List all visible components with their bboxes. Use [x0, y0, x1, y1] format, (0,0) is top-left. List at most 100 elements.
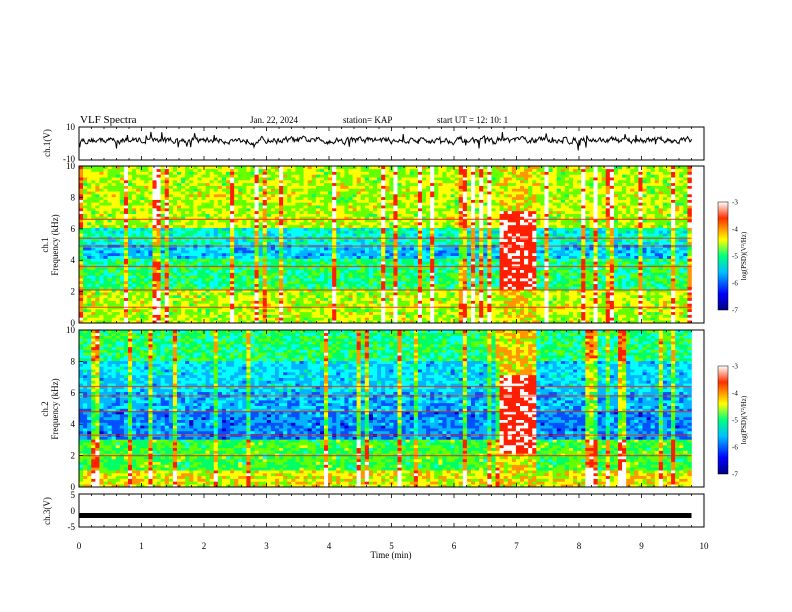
spectrogram-cell: [266, 177, 272, 181]
spectrogram-cell: [119, 241, 125, 245]
spectrogram-cell: [311, 255, 317, 259]
spectrogram-cell: [389, 171, 394, 175]
spectrogram-cell: [328, 289, 333, 293]
spectrogram-cell: [193, 241, 198, 245]
spectrogram-cell: [352, 292, 357, 296]
spectrogram-cell: [364, 255, 370, 259]
spectrogram-cell: [226, 230, 231, 234]
spectrogram-cell: [279, 208, 284, 212]
spectrogram-cell: [144, 300, 149, 304]
spectrogram-cell: [254, 250, 259, 254]
spectrogram-cell: [156, 199, 161, 203]
spectrogram-cell: [234, 216, 239, 220]
spectrogram-cell: [368, 205, 374, 209]
spectrogram-cell: [287, 180, 292, 184]
spectrogram-cell: [189, 294, 194, 299]
spectrogram-cell: [417, 320, 423, 324]
spectrogram-cell: [79, 308, 84, 313]
spectrogram-cell: [185, 247, 190, 251]
spectrogram-cell: [401, 188, 406, 192]
spectrogram-cell: [348, 297, 353, 301]
spectrogram-cell: [389, 230, 394, 234]
spectrogram-cell: [238, 292, 243, 296]
spectrogram-cell: [332, 255, 337, 259]
spectrogram-cell: [111, 311, 117, 315]
spectrogram-cell: [381, 300, 386, 304]
spectrogram-cell: [373, 317, 378, 321]
spectrogram-cell: [226, 224, 231, 228]
spectrogram-cell: [164, 199, 170, 203]
spectrogram-cell: [140, 255, 145, 259]
spectrogram-cell: [83, 227, 88, 231]
spectrogram-cell: [201, 252, 206, 257]
spectrogram-cell: [160, 297, 166, 301]
spectrogram-cell: [123, 174, 129, 178]
spectrogram-cell: [328, 194, 333, 198]
spectrogram-cell: [140, 317, 145, 321]
spectrogram-cell: [152, 171, 157, 175]
spectrogram-cell: [262, 317, 268, 321]
spectrogram-cell: [148, 278, 153, 282]
spectrogram-cell: [250, 182, 255, 186]
spectrogram-cell: [279, 230, 284, 234]
spectrogram-cell: [303, 185, 308, 189]
spectrogram-cell: [242, 227, 247, 231]
spectrogram-cell: [103, 216, 108, 220]
spectrogram-cell: [152, 205, 157, 209]
spectrogram-cell: [319, 233, 325, 237]
spectrogram-cell: [213, 188, 219, 192]
spectrogram-cell: [107, 241, 112, 245]
spectrogram-cell: [242, 205, 247, 209]
spectrogram-cell: [401, 314, 406, 318]
spectrogram-cell: [185, 216, 190, 220]
spectrogram-cell: [377, 219, 382, 223]
spectrogram-cell: [291, 222, 296, 226]
spectrogram-cell: [368, 320, 374, 324]
spectrogram-cell: [348, 303, 353, 307]
spectrogram-cell: [258, 303, 264, 307]
spectrogram-cell: [119, 233, 125, 237]
spectrogram-cell: [254, 185, 259, 189]
spectrogram-cell: [299, 252, 304, 257]
spectrogram-cell: [111, 252, 117, 257]
spectrogram-cell: [221, 230, 227, 234]
spectrogram-cell: [368, 314, 374, 318]
spectrogram-cell: [140, 205, 145, 209]
spectrogram-cell: [177, 241, 182, 245]
spectrogram-cell: [299, 171, 304, 175]
spectrogram-cell: [87, 188, 92, 192]
spectrogram-cell: [283, 308, 288, 313]
spectrogram-cell: [189, 168, 194, 172]
spectrogram-cell: [168, 261, 174, 265]
spectrogram-cell: [197, 174, 202, 178]
spectrogram-cell: [181, 233, 186, 237]
spectrogram-cell: [136, 238, 141, 242]
spectrogram-cell: [132, 264, 137, 268]
spectrogram-cell: [426, 292, 431, 296]
spectrogram-cell: [234, 258, 239, 262]
spectrogram-cell: [115, 202, 121, 206]
spectrogram-cell: [226, 283, 231, 287]
spectrogram-cell: [111, 297, 117, 301]
spectrogram-cell: [356, 224, 362, 228]
spectrogram-cell: [221, 266, 227, 271]
spectrogram-cell: [324, 275, 329, 279]
spectrogram-cell: [426, 191, 431, 195]
spectrogram-cell: [226, 213, 231, 217]
spectrogram-cell: [160, 199, 166, 203]
spectrogram-cell: [181, 269, 186, 273]
spectrogram-cell: [417, 213, 423, 217]
spectrogram-cell: [201, 213, 206, 217]
spectrogram-cell: [258, 168, 264, 172]
spectrogram-cell: [238, 286, 243, 290]
spectrogram-cell: [83, 292, 88, 296]
spectrogram-cell: [123, 208, 129, 212]
spectrogram-cell: [368, 264, 374, 268]
spectrogram-cell: [295, 224, 300, 228]
spectrogram-cell: [364, 266, 370, 271]
spectrogram-cell: [156, 303, 161, 307]
spectrogram-cell: [258, 317, 264, 321]
spectrogram-cell: [291, 174, 296, 178]
spectrogram-cell: [393, 247, 398, 251]
spectrogram-cell: [377, 250, 382, 254]
